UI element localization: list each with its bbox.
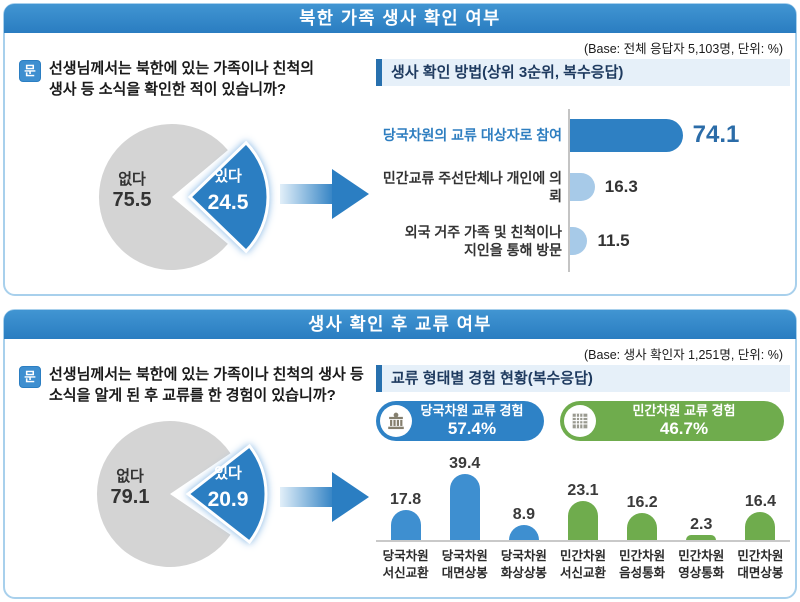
hbar-bar <box>570 118 683 152</box>
pie-chart-survival-check: 없다 75.5 있다 24.5 <box>98 124 270 270</box>
hbar-bar <box>570 173 595 201</box>
right-arrow-icon <box>280 472 369 522</box>
hbar-label: 당국차원의 교류 대상자로 참여 <box>382 126 562 143</box>
hbar-chart-survival-methods: 당국차원의 교류 대상자로 참여 74.1 민간교류 주선단체나 개인에 의뢰 16.… <box>376 5 790 294</box>
hbar-label: 외국 거주 가족 및 친척이나 지인을 통해 방문 <box>404 223 562 258</box>
vbar-label: 민간차원 영상통화 <box>678 549 725 580</box>
vbar-label: 당국차원 대면상봉 <box>441 549 488 580</box>
vbar-label: 민간차원 대면상봉 <box>737 549 784 580</box>
panel1-base-note: (Base: 전체 응답자 5,103명, 단위: %) <box>584 42 783 56</box>
government-building-icon <box>380 405 412 437</box>
vbar-label: 당국차원 화상상봉 <box>500 549 547 580</box>
panel-survival-check: 북한 가족 생사 확인 여부 (Base: 전체 응답자 5,103명, 단위:… <box>3 3 797 296</box>
panel2-question-text: 선생님께서는 북한에 있는 가족이나 친척의 생사 등 소식을 알게 된 후 교… <box>49 366 364 404</box>
pie-yes-value: 20.9 <box>208 488 249 511</box>
vbar-value: 16.2 <box>626 493 658 511</box>
hbar-bar <box>570 227 588 255</box>
pie-slice-no <box>96 421 231 567</box>
vbar-column: 17.8 <box>376 449 435 540</box>
vbar-column: 16.4 <box>731 449 790 540</box>
pie-no-label: 없다 <box>116 468 144 485</box>
panel-exchange-after-check: 생사 확인 후 교류 여부 (Base: 생사 확인자 1,251명, 단위: … <box>3 309 797 599</box>
vbar-bar <box>449 473 480 540</box>
hbar-axis-line <box>568 109 570 272</box>
vbar-column: 16.2 <box>613 449 672 540</box>
badge-label: 민간차원 교류 경험 <box>632 402 736 418</box>
vbar-column: 39.4 <box>435 449 494 540</box>
vbar-bar <box>686 535 717 540</box>
badge-government-exchange: 당국차원 교류 경험 57.4% <box>376 401 544 441</box>
vbar-value: 2.3 <box>690 516 713 533</box>
hbar-value: 11.5 <box>597 231 630 250</box>
panel1-section-title: 생사 확인 방법(상위 3순위, 복수응답) <box>391 64 624 81</box>
panel2-base-note: (Base: 생사 확인자 1,251명, 단위: %) <box>584 348 783 362</box>
badge-text: 당국차원 교류 경험 57.4% <box>412 402 532 438</box>
panel1-title: 북한 가족 생사 확인 여부 <box>299 8 501 28</box>
vbar-chart-exchange-types: 17.8 39.4 8.9 23.1 16.2 2.3 16.4 <box>376 449 790 542</box>
badge-text: 민간차원 교류 경험 46.7% <box>596 402 772 438</box>
pie-slice-yes <box>187 140 270 254</box>
panel1-question-text: 선생님께서는 북한에 있는 가족이나 친척의 생사 등 소식을 확인한 적이 있… <box>49 60 315 98</box>
panel1-title-bar: 북한 가족 생사 확인 여부 <box>4 4 796 33</box>
hbar-value: 16.3 <box>604 177 638 196</box>
pie-no-label: 없다 <box>118 171 146 188</box>
vbar-value: 16.4 <box>744 493 776 511</box>
hbar-value: 74.1 <box>692 121 740 148</box>
pie-yes-value: 24.5 <box>208 191 249 214</box>
vbar-column: 8.9 <box>494 449 553 540</box>
vbar-value: 23.1 <box>567 482 599 500</box>
panel2-section-header: 교류 형태별 경험 현황(복수응답) <box>376 365 790 392</box>
badge-value: 57.4% <box>447 418 497 438</box>
pie-chart-exchange: 없다 79.1 있다 20.9 <box>96 421 268 567</box>
badge-civilian-exchange: 민간차원 교류 경험 46.7% <box>560 401 784 441</box>
vbar-bar <box>567 501 598 540</box>
pie-no-value: 79.1 <box>111 486 150 508</box>
panel2-title: 생사 확인 후 교류 여부 <box>308 314 492 334</box>
badge-value: 46.7% <box>659 418 709 438</box>
panel1-right-column: 생사 확인 방법(상위 3순위, 복수응답) 당국차원의 교류 대상자로 참여 7… <box>376 5 790 294</box>
hbar-row: 당국차원의 교류 대상자로 참여 74.1 <box>376 116 790 154</box>
vbar-bar <box>390 510 421 540</box>
pie-no-value: 75.5 <box>113 189 152 211</box>
question-mark-icon: 문 <box>19 60 41 82</box>
vbar-value: 39.4 <box>449 454 481 472</box>
panel2-right-column: 교류 형태별 경험 현황(복수응답) <box>376 311 790 597</box>
right-arrow-icon <box>280 169 369 219</box>
vbar-value: 17.8 <box>390 491 422 509</box>
vbar-value: 8.9 <box>512 506 535 524</box>
pie-yes-label: 있다 <box>214 167 242 185</box>
vbar-bar <box>508 525 539 540</box>
vbar-chart-labels: 당국차원 서신교환 당국차원 대면상봉 당국차원 화상상봉 민간차원 서신교환 민간차원 음성통화… <box>376 544 790 582</box>
vbar-bar <box>627 512 658 540</box>
panel2-title-bar: 생사 확인 후 교류 여부 <box>4 310 796 339</box>
hbar-row: 외국 거주 가족 및 친척이나 지인을 통해 방문 11.5 <box>376 217 790 265</box>
vbar-label: 당국차원 서신교환 <box>382 549 429 580</box>
vbar-bar <box>745 512 776 540</box>
vbar-column: 2.3 <box>672 449 731 540</box>
vbar-label: 민간차원 음성통화 <box>619 549 666 580</box>
vbar-column: 23.1 <box>553 449 612 540</box>
pie-yes-label: 있다 <box>214 464 242 482</box>
badge-label: 당국차원 교류 경험 <box>420 402 524 418</box>
pie-slice-yes <box>185 443 268 545</box>
panel2-section-title: 교류 형태별 경험 현황(복수응답) <box>391 370 593 387</box>
panel1-section-header: 생사 확인 방법(상위 3순위, 복수응답) <box>376 59 790 86</box>
question-mark-icon: 문 <box>19 366 41 388</box>
apartment-building-icon <box>564 405 596 437</box>
hbar-row: 민간교류 주선단체나 개인에 의뢰 16.3 <box>376 169 790 205</box>
vbar-label: 민간차원 서신교환 <box>559 549 606 580</box>
exchange-type-badges: 당국차원 교류 경험 57.4% <box>376 401 790 441</box>
pie-slice-no <box>98 124 228 270</box>
hbar-label: 민간교류 주선단체나 개인에 의뢰 <box>382 169 562 204</box>
